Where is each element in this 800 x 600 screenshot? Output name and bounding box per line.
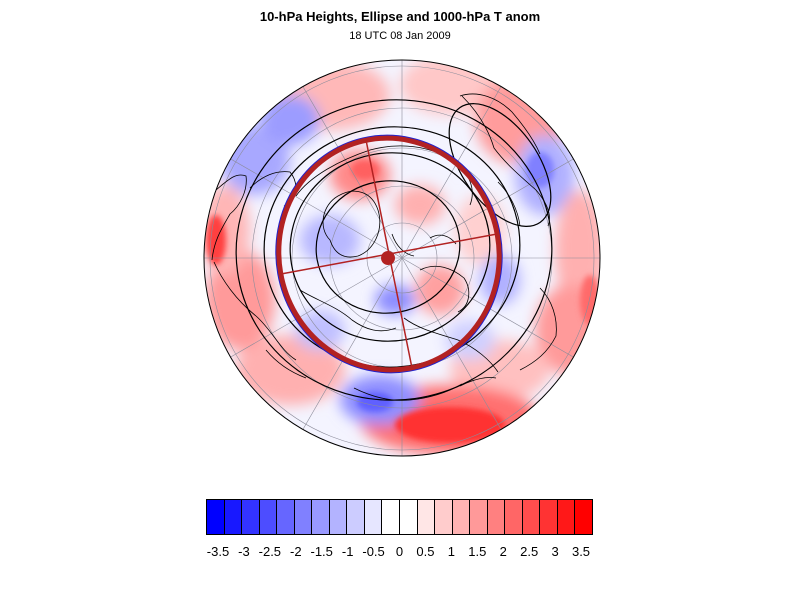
colorbar-swatch: [575, 500, 593, 534]
colorbar-tick-label: 0.5: [416, 544, 435, 559]
colorbar-swatch: [347, 500, 365, 534]
colorbar-swatch: [522, 500, 541, 534]
colorbar-tick-label: 3.5: [571, 544, 591, 559]
colorbar-swatch: [224, 500, 243, 534]
coastlines: [211, 93, 557, 401]
chart-subtitle: 18 UTC 08 Jan 2009: [349, 30, 451, 42]
colorbar-swatch: [557, 500, 576, 534]
colorbar-swatch: [487, 500, 506, 534]
colorbar-swatch: [417, 500, 436, 534]
colorbar-tick-label: -3.5: [206, 544, 230, 559]
colorbar-labels: -3.5 -3 -2.5 -2 -1.5 -1 -0.5 0 0.5 1 1.5 2 2.5 3 3.5: [0, 544, 800, 564]
colorbar-tick-label: 2.5: [520, 544, 539, 559]
vortex-centroid: [381, 251, 395, 265]
colorbar-swatch: [329, 500, 348, 534]
colorbar-swatch: [540, 500, 558, 534]
colorbar-tick-label: 1: [447, 544, 455, 559]
colorbar-tick-label: 2: [499, 544, 507, 559]
colorbar-swatch: [435, 500, 453, 534]
colorbar-tick-label: -2.5: [258, 544, 282, 559]
colorbar-tick-label: -1.5: [310, 544, 333, 559]
colorbar-swatch: [400, 500, 418, 534]
colorbar-swatch: [312, 500, 330, 534]
colorbar-swatch: [364, 500, 383, 534]
map-boundary: [203, 59, 601, 457]
colorbar-tick-label: 3: [551, 544, 559, 559]
colorbar-tick-label: -1: [341, 544, 354, 559]
colorbar-tick-label: -3: [238, 544, 250, 559]
colorbar-tick-label: -0.5: [362, 544, 385, 559]
colorbar-swatch: [505, 500, 523, 534]
colorbar-swatch: [294, 500, 313, 534]
colorbar-swatch: [452, 500, 471, 534]
colorbar-swatch: [277, 500, 295, 534]
colorbar-tick-label: -2: [290, 544, 302, 559]
colorbar-swatch: [470, 500, 488, 534]
colorbar-swatch: [382, 500, 401, 534]
colorbar: [206, 499, 593, 535]
colorbar-tick-label: 0: [395, 544, 404, 559]
colorbar-swatch: [259, 500, 278, 534]
vortex-ellipse: [275, 134, 503, 374]
colorbar-swatch: [207, 500, 225, 534]
graticule: [204, 60, 600, 456]
colorbar-swatch: [242, 500, 260, 534]
chart-title: 10-hPa Heights, Ellipse and 1000-hPa T a…: [259, 9, 541, 24]
colorbar-tick-label: 1.5: [468, 544, 487, 559]
